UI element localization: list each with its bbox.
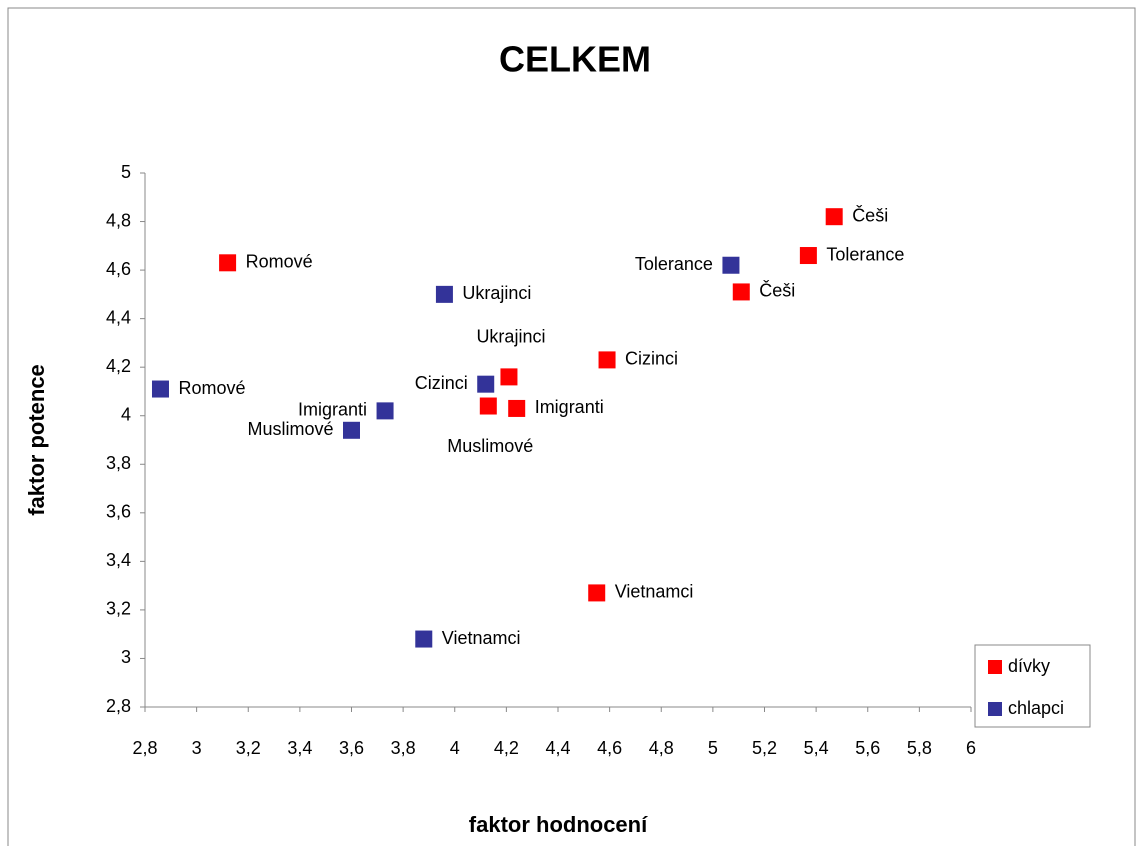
x-tick-label: 4 xyxy=(450,738,460,758)
marker xyxy=(477,375,495,393)
y-tick-label: 4,8 xyxy=(106,210,131,230)
marker xyxy=(508,399,526,417)
point-label: Imigranti xyxy=(535,397,604,417)
x-tick-label: 2,8 xyxy=(132,738,157,758)
x-tick-label: 3,4 xyxy=(287,738,312,758)
marker xyxy=(415,630,433,648)
x-tick-label: 4,6 xyxy=(597,738,622,758)
point-label: Imigranti xyxy=(298,400,367,420)
y-axis-label: faktor potence xyxy=(24,364,49,516)
y-tick-label: 3,4 xyxy=(106,550,131,570)
y-tick-label: 4,6 xyxy=(106,259,131,279)
point-label: Ukrajinci xyxy=(476,327,545,347)
point-label: Muslimové xyxy=(247,419,333,439)
y-tick-label: 4,2 xyxy=(106,356,131,376)
point-label: Češi xyxy=(759,280,795,301)
marker xyxy=(588,584,606,602)
x-axis-label: faktor hodnocení xyxy=(469,812,648,837)
x-tick-label: 3,8 xyxy=(391,738,416,758)
marker xyxy=(722,256,740,274)
legend-label: dívky xyxy=(1008,656,1050,676)
point-label: Vietnamci xyxy=(442,628,521,648)
point-label: Tolerance xyxy=(635,254,713,274)
marker xyxy=(598,351,616,369)
y-tick-label: 3,2 xyxy=(106,599,131,619)
x-tick-label: 5 xyxy=(708,738,718,758)
x-tick-label: 3,6 xyxy=(339,738,364,758)
marker xyxy=(343,421,360,439)
y-tick-label: 3 xyxy=(121,647,131,667)
legend-label: chlapci xyxy=(1008,698,1064,718)
marker xyxy=(825,208,843,226)
y-tick-label: 4 xyxy=(121,404,131,424)
y-tick-label: 3,8 xyxy=(106,453,131,473)
y-tick-label: 2,8 xyxy=(106,696,131,716)
marker xyxy=(151,380,169,398)
x-tick-label: 4,4 xyxy=(545,738,570,758)
x-tick-label: 6 xyxy=(966,738,976,758)
marker xyxy=(376,402,394,420)
point-label: Cizinci xyxy=(415,373,468,393)
marker xyxy=(219,254,237,272)
point-label: Romové xyxy=(246,252,313,272)
point-label: Tolerance xyxy=(826,244,904,264)
marker xyxy=(732,283,750,301)
y-tick-label: 3,6 xyxy=(106,502,131,522)
x-tick-label: 5,8 xyxy=(907,738,932,758)
legend-swatch xyxy=(988,660,1002,674)
x-tick-label: 3,2 xyxy=(236,738,261,758)
marker xyxy=(500,368,518,386)
x-tick-label: 4,8 xyxy=(649,738,674,758)
chart-title: CELKEM xyxy=(499,39,651,80)
point-label: Muslimové xyxy=(447,436,533,456)
marker xyxy=(479,397,497,415)
marker xyxy=(799,247,817,265)
chart-frame xyxy=(7,7,1136,846)
point-label: Cizinci xyxy=(625,349,678,369)
point-label: Češi xyxy=(852,204,888,225)
y-tick-label: 4,4 xyxy=(106,307,131,327)
legend-swatch xyxy=(988,702,1002,716)
x-tick-label: 5,2 xyxy=(752,738,777,758)
x-tick-label: 5,6 xyxy=(855,738,880,758)
point-label: Romové xyxy=(178,378,245,398)
y-tick-label: 5 xyxy=(121,162,131,182)
point-label: Vietnamci xyxy=(615,582,694,602)
x-tick-label: 4,2 xyxy=(494,738,519,758)
point-label: Ukrajinci xyxy=(462,283,531,303)
x-tick-label: 3 xyxy=(192,738,202,758)
marker xyxy=(435,285,453,303)
x-tick-label: 5,4 xyxy=(804,738,829,758)
